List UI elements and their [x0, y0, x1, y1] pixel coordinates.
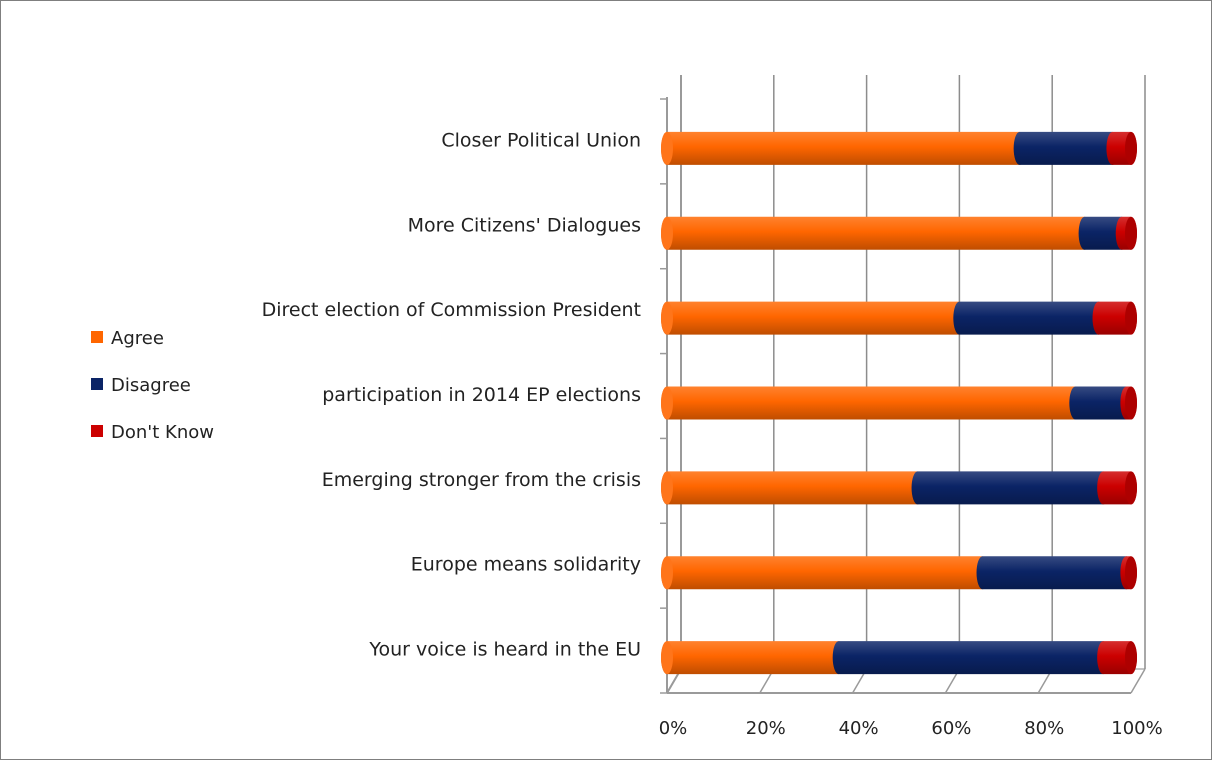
category-label: participation in 2014 EP elections: [322, 384, 641, 406]
category-label: More Citizens' Dialogues: [408, 214, 641, 236]
bar-end-cap: [1125, 301, 1137, 335]
bars: [661, 131, 1137, 675]
bar-end-cap: [1125, 386, 1137, 420]
bar-start-cap: [661, 471, 673, 505]
bar-segment-disagree: [953, 301, 1105, 335]
x-tick-label: 0%: [659, 718, 688, 739]
bar-segment-agree: [661, 471, 924, 505]
bar-start-cap: [661, 216, 673, 250]
bar-end-cap: [1125, 556, 1137, 590]
bar-start-cap: [661, 641, 673, 675]
bar-end-cap: [1125, 641, 1137, 675]
legend: Agree Disagree Don't Know: [91, 328, 214, 443]
legend-swatch-disagree: [91, 378, 103, 390]
x-tick-label: 40%: [839, 718, 879, 739]
bar-start-cap: [661, 131, 673, 165]
x-tick-label: 80%: [1024, 718, 1064, 739]
gridline-depth: [1130, 668, 1146, 694]
bar-start-cap: [661, 556, 673, 590]
bar-end-cap: [1125, 131, 1137, 165]
legend-swatch-agree: [91, 331, 103, 343]
bar-end-cap: [1125, 471, 1137, 505]
bar-segment-agree: [661, 301, 966, 335]
bar-segment-disagree: [832, 641, 1110, 675]
x-tick-label: 100%: [1111, 718, 1162, 739]
bar-start-cap: [661, 301, 673, 335]
category-label: Emerging stronger from the crisis: [322, 469, 641, 491]
bar-segment-disagree: [1013, 131, 1119, 165]
legend-label: Disagree: [111, 375, 191, 396]
bar-start-cap: [661, 386, 673, 420]
bar-segment-disagree: [1069, 386, 1133, 420]
bar-end-cap: [1125, 216, 1137, 250]
x-tick-label: 20%: [746, 718, 786, 739]
bar-segment-agree: [661, 641, 845, 675]
category-label: Closer Political Union: [441, 129, 641, 151]
bar-segment-agree: [661, 216, 1091, 250]
bar-segment-agree: [661, 556, 989, 590]
chart-walls: [660, 75, 1145, 694]
category-label: Your voice is heard in the EU: [368, 639, 641, 661]
legend-label: Don't Know: [111, 422, 214, 443]
legend-label: Agree: [111, 328, 164, 349]
bar-segment-disagree: [1078, 216, 1128, 250]
legend-swatch-don-t-know: [91, 425, 103, 437]
category-labels: Closer Political Union More Citizens' Dia…: [262, 129, 641, 660]
category-label: Europe means solidarity: [411, 554, 641, 576]
bar-segment-disagree: [911, 471, 1110, 505]
bar-segment-agree: [661, 386, 1082, 420]
category-label: Direct election of Commission President: [262, 299, 641, 321]
bar-segment-agree: [661, 131, 1026, 165]
x-axis-ticks: 0% 20% 40% 60% 80% 100%: [659, 718, 1163, 739]
bar-segment-disagree: [976, 556, 1133, 590]
x-tick-label: 60%: [931, 718, 971, 739]
gridlines: [666, 75, 1146, 694]
